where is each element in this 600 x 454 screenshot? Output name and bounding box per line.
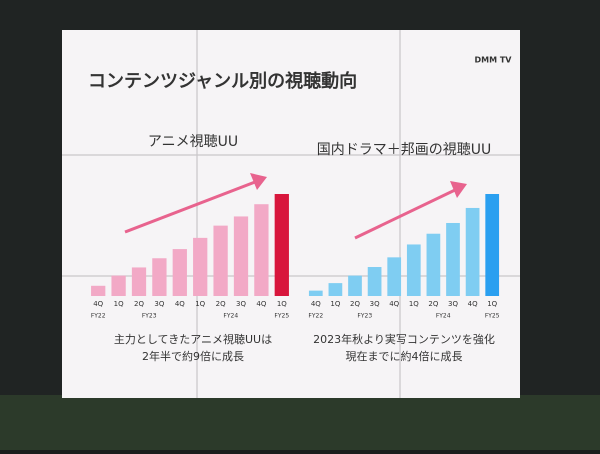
x-tick-label: 2Q <box>134 300 144 308</box>
slide <box>62 30 520 398</box>
chart-title: 国内ドラマ＋邦画の視聴UU <box>317 142 492 158</box>
bar <box>131 267 147 296</box>
caption: 2年半で約9倍に成長 <box>142 349 244 363</box>
x-tick-label: 4Q <box>175 300 185 308</box>
bar <box>426 233 441 296</box>
bar <box>406 244 421 296</box>
x-tick-label: 3Q <box>448 300 458 308</box>
bar <box>193 237 208 296</box>
bar <box>348 275 362 296</box>
plants <box>0 395 600 450</box>
group-label: FY25 <box>485 313 500 320</box>
caption: 現在までに約4倍に成長 <box>346 349 463 363</box>
x-tick-label: 2Q <box>216 300 226 308</box>
caption: 2023年秋より実写コンテンツを強化 <box>313 332 495 346</box>
group-label: FY24 <box>223 313 238 320</box>
x-tick-label: 4Q <box>468 300 478 308</box>
group-label: FY22 <box>91 313 106 320</box>
bar <box>233 216 249 296</box>
brand: DMM TV <box>475 56 513 65</box>
x-tick-label: 3Q <box>154 300 164 308</box>
x-tick-label: 1Q <box>330 300 340 308</box>
bar <box>274 194 289 296</box>
x-tick-label: 2Q <box>350 300 360 308</box>
x-tick-label: 4Q <box>389 300 399 308</box>
x-tick-label: 1Q <box>114 300 124 308</box>
group-label: FY25 <box>274 313 289 320</box>
bar <box>485 194 500 296</box>
x-tick-label: 4Q <box>256 300 266 308</box>
bar <box>152 258 167 296</box>
caption: 主力としてきたアニメ視聴UUは <box>114 332 272 346</box>
x-tick-label: 3Q <box>236 300 246 308</box>
bar <box>91 285 106 296</box>
x-tick-label: 2Q <box>428 300 438 308</box>
bar <box>367 267 382 296</box>
group-label: FY24 <box>436 313 451 320</box>
bar <box>213 225 228 296</box>
group-label: FY23 <box>142 313 157 320</box>
group-label: FY23 <box>357 313 372 320</box>
bar <box>446 222 460 296</box>
x-tick-label: 1Q <box>195 300 205 308</box>
x-tick-label: 4Q <box>93 300 103 308</box>
bar <box>111 275 126 296</box>
x-tick-label: 1Q <box>409 300 419 308</box>
bar <box>387 257 402 296</box>
slide-title: コンテンツジャンル別の視聴動向 <box>88 70 357 92</box>
x-tick-label: 3Q <box>370 300 380 308</box>
trend-arrows <box>124 173 467 240</box>
x-tick-label: 1Q <box>487 300 497 308</box>
chart-title: アニメ視聴UU <box>148 134 238 150</box>
bar <box>465 207 480 296</box>
bar <box>254 204 269 296</box>
bar <box>328 283 343 296</box>
group-label: FY22 <box>308 313 323 320</box>
x-tick-label: 1Q <box>277 300 287 308</box>
bar <box>172 249 187 296</box>
bar <box>308 290 323 296</box>
x-tick-label: 4Q <box>311 300 321 308</box>
